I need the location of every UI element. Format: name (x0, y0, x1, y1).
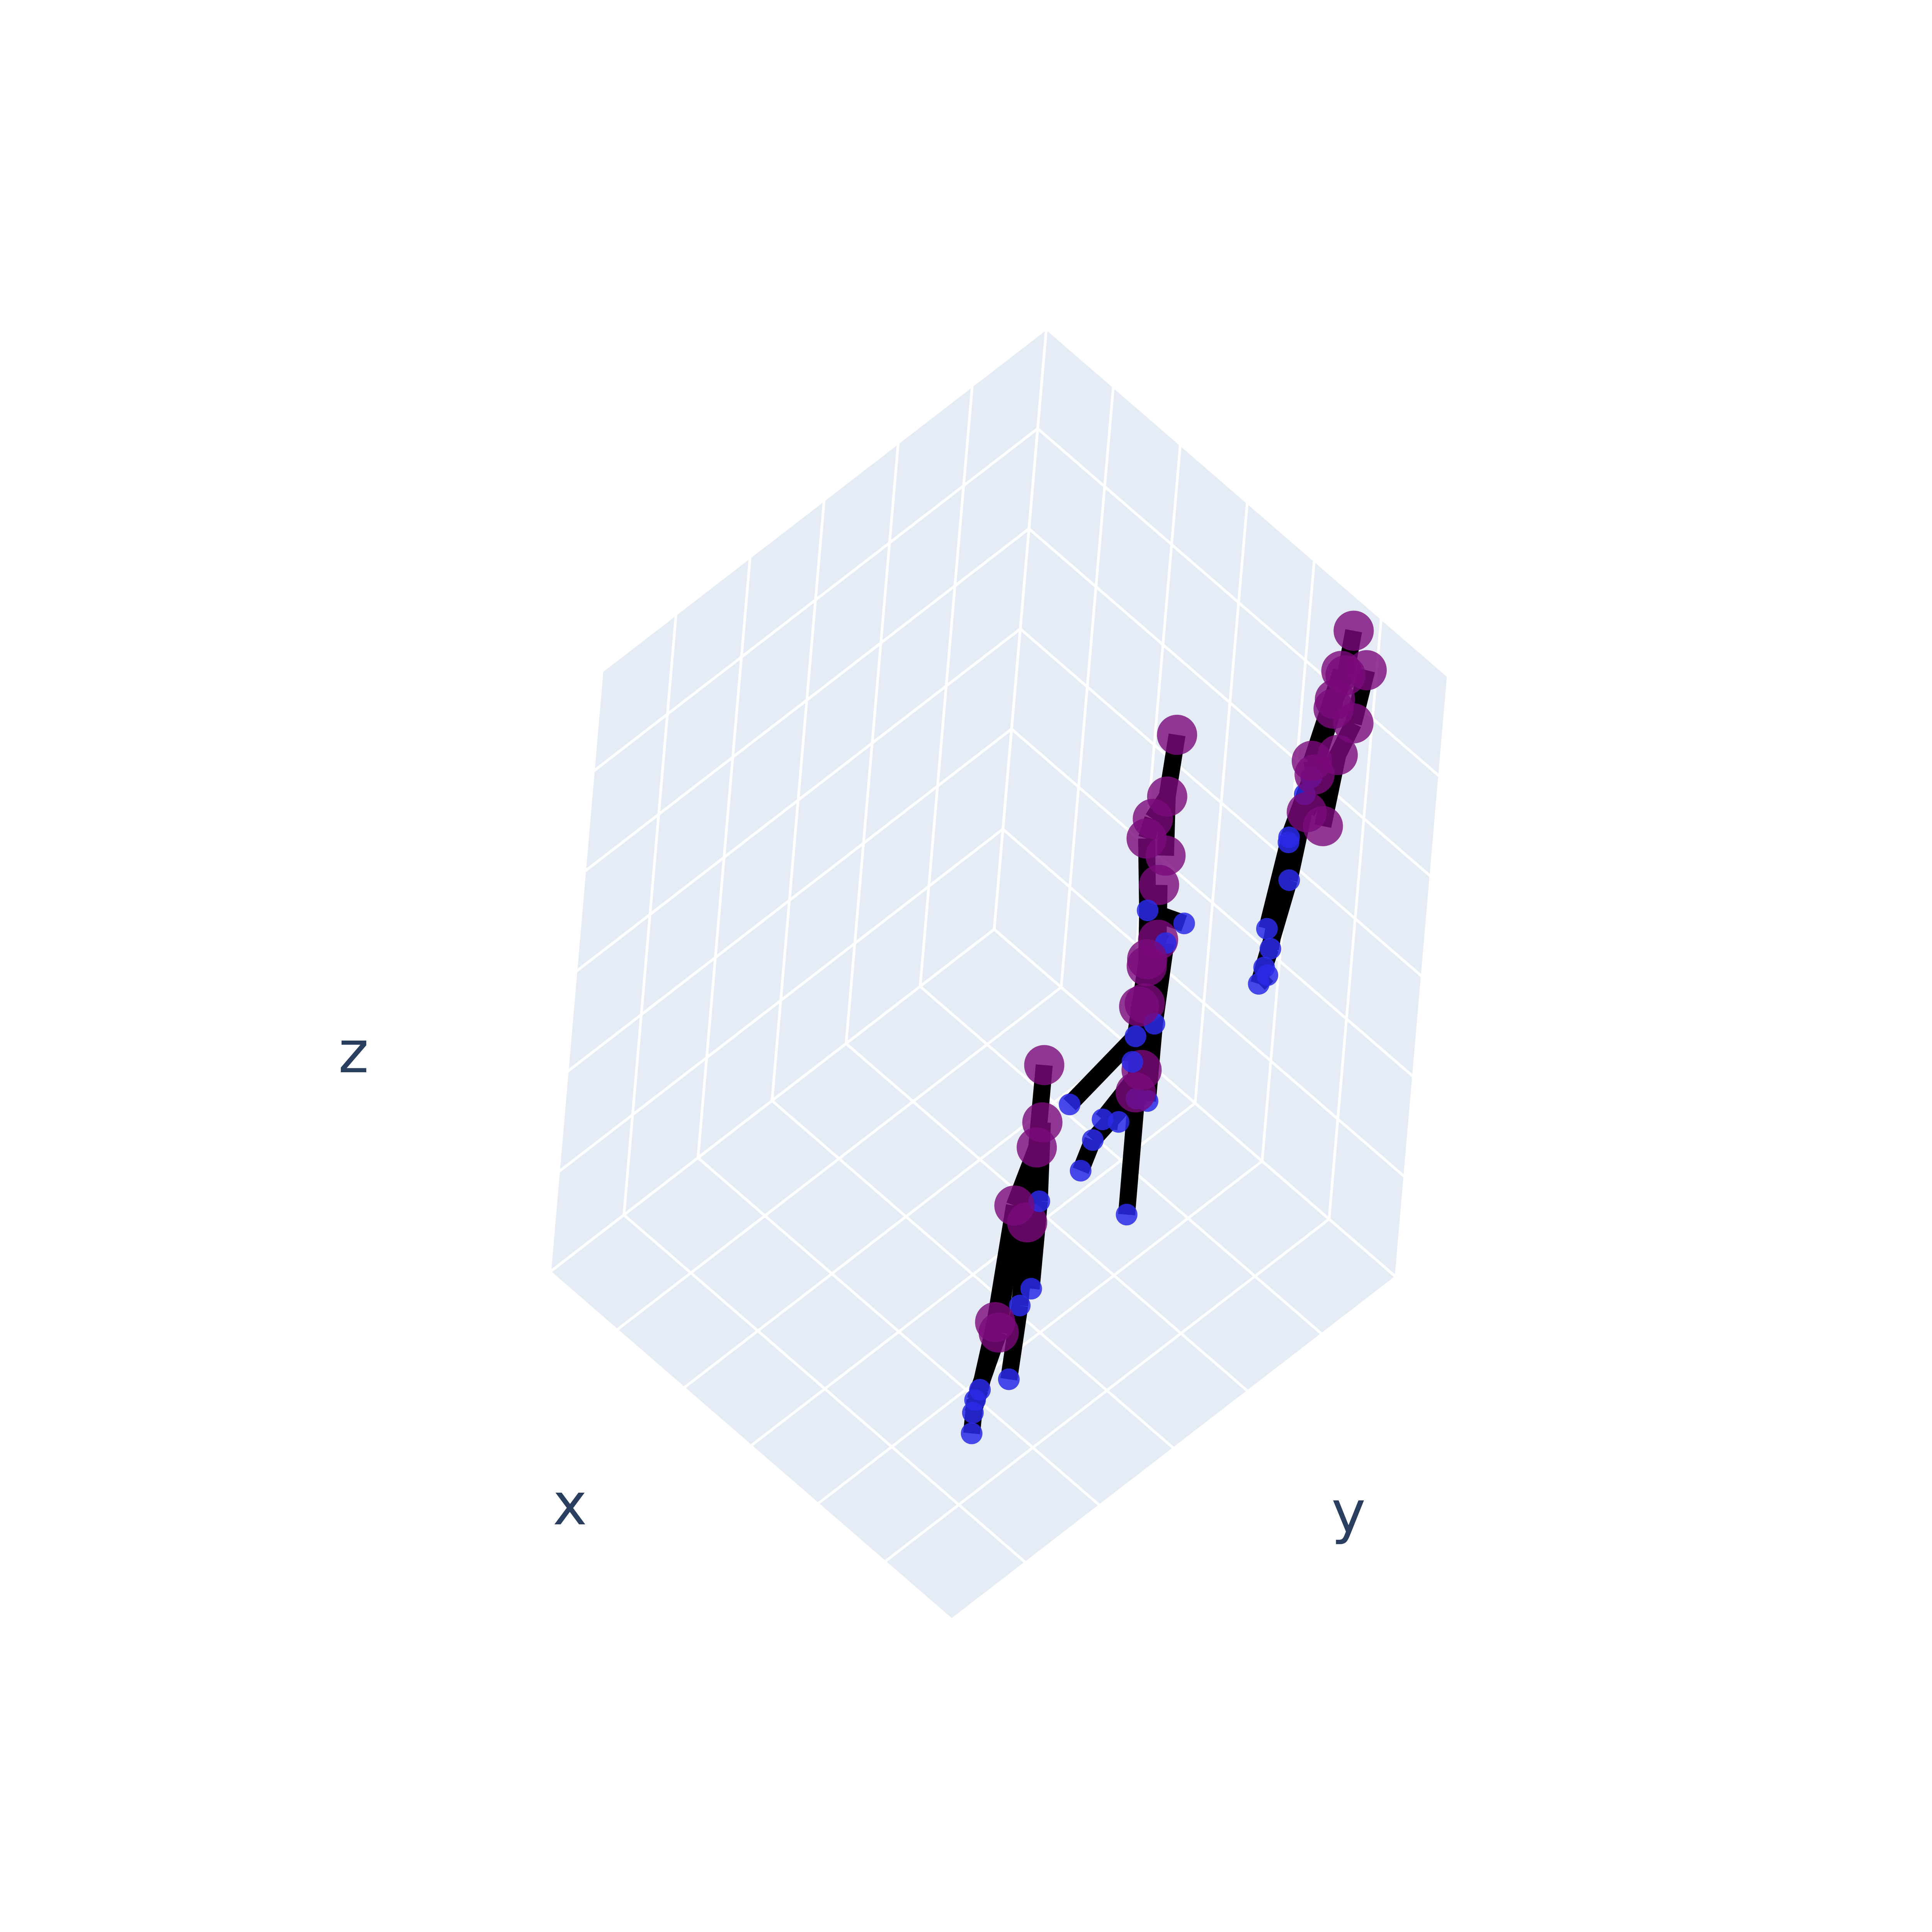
skeleton-4-joint (1287, 792, 1327, 832)
skeleton-1-joint (962, 1402, 984, 1424)
skeleton-1-joint (1020, 1278, 1042, 1300)
skeleton-1-joint (975, 1302, 1015, 1342)
skeleton-joints (961, 611, 1387, 1444)
gridline (549, 928, 995, 1273)
skeleton-4-joint (1333, 611, 1374, 651)
skeleton-2-joint (1116, 1204, 1138, 1226)
skeleton-3-joint (1137, 900, 1159, 922)
gridline (1045, 327, 1449, 677)
gridline (993, 928, 1397, 1278)
skeleton-3-joint (1127, 939, 1167, 980)
skeleton-4-joint (1257, 964, 1279, 986)
skeleton-1-joint (969, 1379, 991, 1401)
skeleton-1-joint (998, 1368, 1020, 1390)
skeleton-1-joint (1024, 1045, 1065, 1085)
gridline (993, 328, 1048, 930)
skeleton-3-joint (1121, 1051, 1143, 1073)
gridline (592, 427, 1039, 772)
gridline (919, 985, 1323, 1335)
skeleton-3-joint (1157, 714, 1197, 755)
skeleton-3-joint (1059, 1094, 1081, 1116)
skeleton-3-joint (1173, 912, 1195, 934)
skeleton-2-joint (1070, 1160, 1092, 1182)
skeleton-1-joint (961, 1422, 983, 1444)
skeleton-2-joint (1082, 1129, 1104, 1151)
skeleton-2-joint (1107, 1111, 1129, 1133)
skeleton-1-joint (1022, 1102, 1063, 1143)
skeleton-2-bone (1118, 1098, 1145, 1216)
skeleton-4-joint (1256, 918, 1278, 940)
skeleton-4-joint (1278, 869, 1300, 891)
skeleton-4-joint (1317, 735, 1358, 775)
skeleton-3-joint (1124, 1025, 1146, 1047)
scene-walls (550, 328, 1448, 1620)
skeleton-4-joint (1259, 938, 1281, 960)
skeleton-2-joint (1119, 986, 1160, 1027)
skeleton-4-bone (1259, 840, 1297, 931)
z-axis-title: z (338, 1019, 369, 1086)
skeleton-4-joint (1346, 650, 1387, 690)
x-axis-title: x (553, 1471, 587, 1538)
y-axis-title: y (1332, 1479, 1366, 1546)
skeleton-1-joint (1009, 1294, 1031, 1316)
skeleton-2-joint (1092, 1108, 1114, 1130)
skeleton-4-joint (1333, 703, 1374, 743)
skeleton-1-joint (994, 1185, 1035, 1226)
skeleton-3-bone (1063, 1030, 1142, 1111)
skeleton-3-joint (1145, 835, 1186, 876)
gridline (601, 327, 1048, 672)
skeleton-4-joint (1277, 832, 1299, 854)
